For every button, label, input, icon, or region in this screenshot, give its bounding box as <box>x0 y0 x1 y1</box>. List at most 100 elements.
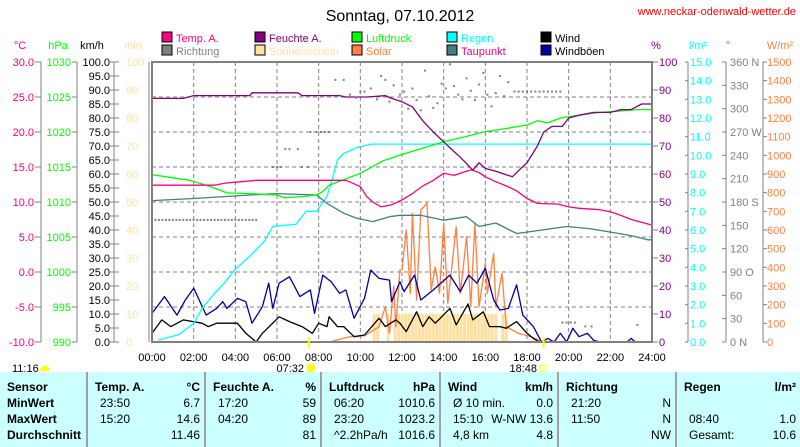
axis-solar: W/m²150014001300120011001000900800700600… <box>762 40 793 349</box>
stats-column-unit: % <box>305 380 316 394</box>
tick-label-direction: 330 <box>730 80 748 92</box>
tick-label-wind: 90.0 <box>89 85 110 97</box>
statistics-table: Sensor MinWert MaxWert Durchschnitt Temp. A.… <box>0 372 800 447</box>
x-tick-label: 04:00 <box>222 352 250 364</box>
stats-column-regen: Regen l/m² 08:40 1.0 Gesamt: 10.6 <box>677 372 800 447</box>
sunshine-bar <box>407 314 411 342</box>
x-tick-label: 02:00 <box>180 352 208 364</box>
direction-point <box>319 131 322 133</box>
direction-point <box>234 218 237 221</box>
direction-point <box>369 87 372 90</box>
tick-label-wind: 70.0 <box>89 141 110 153</box>
tick-label-rain: 11.0 <box>690 132 711 144</box>
x-tick-label: 08:00 <box>305 352 333 364</box>
x-tick-label: 00:00 <box>138 352 166 364</box>
direction-point <box>248 218 251 221</box>
direction-point <box>398 93 401 96</box>
direction-point <box>530 90 533 93</box>
tick-label-pressure: 1020 <box>47 127 71 139</box>
tick-label-rain: 0.0 <box>690 337 705 349</box>
direction-point <box>380 75 383 77</box>
legend-label: Richtung <box>176 46 219 58</box>
tick-label-rain: 8.0 <box>690 188 705 200</box>
tick-label-solar: 600 <box>767 225 785 237</box>
tick-label-temp: -10.0 <box>9 337 34 349</box>
tick-label-wind: 30.0 <box>89 253 110 265</box>
tick-label-temp: 25.0 <box>13 92 34 104</box>
stats-cell-time: Ø 10 min. <box>453 396 506 410</box>
direction-point <box>392 84 395 87</box>
legend-label: Taupunkt <box>461 46 506 58</box>
plot-border <box>151 61 653 343</box>
direction-point <box>217 218 220 221</box>
stats-row: MaxWert <box>7 411 82 427</box>
direction-point <box>220 218 223 221</box>
direction-point <box>359 90 362 93</box>
tick-label-rain: 4.0 <box>690 262 705 274</box>
tick-label-solar: 700 <box>767 206 785 218</box>
direction-point <box>388 100 391 103</box>
sunshine-bar <box>480 314 484 342</box>
stats-column-temp-a: Temp. A. °C 23:50 6.7 15:20 14.6 11.46 <box>88 372 206 447</box>
tick-label-rain: 12.0 <box>690 113 711 125</box>
stats-row: 04:20 89 <box>213 411 316 427</box>
sunshine-bar <box>466 314 470 342</box>
site-url[interactable]: www.neckar-odenwald-wetter.de <box>637 6 796 18</box>
direction-point <box>494 92 497 95</box>
direction-point <box>415 99 418 102</box>
sunshine-bar <box>449 314 453 342</box>
direction-point <box>457 93 460 96</box>
tick-label-solar: 1500 <box>767 57 791 69</box>
sunshine-bar <box>469 314 473 342</box>
direction-point <box>407 107 410 110</box>
stats-column-unit: °C <box>186 380 200 394</box>
stats-header-row: Feuchte A.% <box>213 379 316 395</box>
tick-label-direction: 150 <box>730 220 748 232</box>
stats-row: 23:50 6.7 <box>95 395 200 411</box>
legend-swatch <box>161 44 173 56</box>
moonrise-time: 11:16 <box>12 363 39 372</box>
stats-cell-time: ^2.2hPa/h <box>334 428 388 442</box>
stats-column-unit: l/m² <box>774 380 796 394</box>
x-tick-label: 12:00 <box>388 352 416 364</box>
axis-unit-sun: min <box>124 40 142 52</box>
tick-label-direction: 300 <box>730 104 748 116</box>
direction-point <box>280 166 283 168</box>
direction-point <box>307 166 310 168</box>
direction-point <box>469 89 472 92</box>
tick-label-temp: 5.0 <box>19 232 34 244</box>
stats-row: Gesamt: 10.6 <box>684 427 796 443</box>
tick-label-direction: 60 <box>730 290 742 302</box>
stats-cell-value: N <box>662 412 671 426</box>
legend-swatch <box>254 31 266 43</box>
tick-label-wind: 40.0 <box>89 225 110 237</box>
stats-column-title: Feuchte A. <box>213 380 274 394</box>
tick-label-humidity: 40 <box>659 225 671 237</box>
axis-pressure: hPa 1030 1025 1020 1015 1010 1005 1000 995 990 <box>47 40 78 349</box>
tick-label-pressure: 990 <box>53 337 71 349</box>
weather-chart: Sonntag, 07.10.2012 www.neckar-odenwald-… <box>9 6 796 372</box>
tick-label-solar: 1300 <box>767 94 791 106</box>
stats-row: 23:20 1023.2 <box>329 411 435 427</box>
stats-column-unit: km/h <box>524 380 553 394</box>
axis-unit-direction: ° <box>726 40 730 52</box>
legend-label: Temp. A. <box>176 33 219 45</box>
stats-row: 06:20 1010.6 <box>329 395 435 411</box>
stats-row: 11.46 <box>95 427 200 443</box>
tick-label-wind: 10.0 <box>89 309 110 321</box>
tick-label-wind: 25.0 <box>89 267 110 279</box>
sunshine-bar <box>410 314 414 342</box>
tick-label-wind: 20.0 <box>89 281 110 293</box>
sunshine-bar <box>494 314 498 342</box>
sunshine-bar <box>473 314 477 342</box>
direction-point <box>498 75 501 77</box>
stats-cell-time: 23:50 <box>100 396 131 410</box>
stats-cell-time: 15:10 <box>453 412 484 426</box>
tick-label-solar: 800 <box>767 188 785 200</box>
stats-cell-value: 1016.6 <box>398 428 435 442</box>
stats-cell-value: NW <box>651 428 671 442</box>
stats-cell-value: 14.6 <box>176 412 200 426</box>
direction-point <box>448 63 451 66</box>
direction-point <box>517 90 520 93</box>
sunshine-bar <box>445 314 449 342</box>
